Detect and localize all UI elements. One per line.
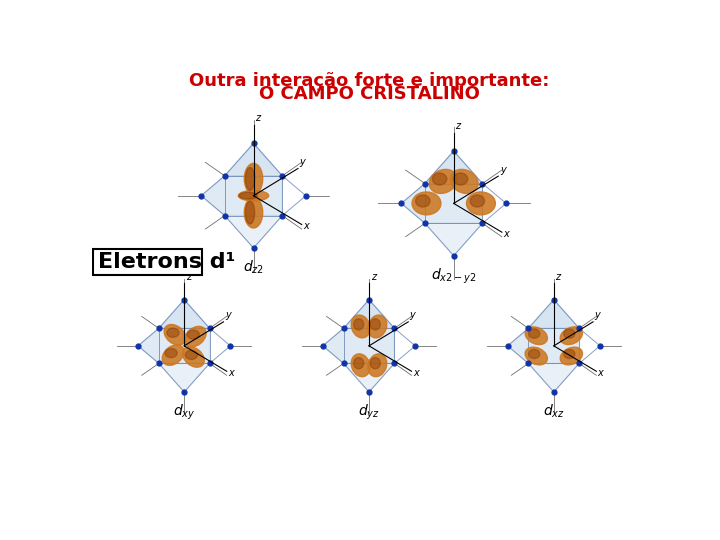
Polygon shape xyxy=(401,184,482,224)
Text: z: z xyxy=(255,113,260,124)
Text: $d_{x2-y2}$: $d_{x2-y2}$ xyxy=(431,267,477,286)
Text: $d_{yz}$: $d_{yz}$ xyxy=(358,403,380,422)
Polygon shape xyxy=(201,176,282,215)
Ellipse shape xyxy=(454,173,468,185)
Ellipse shape xyxy=(528,349,540,359)
Text: z: z xyxy=(555,272,560,282)
FancyBboxPatch shape xyxy=(93,249,202,275)
Ellipse shape xyxy=(184,326,206,347)
Text: x: x xyxy=(228,368,234,377)
Text: Outra interação forte e importante:: Outra interação forte e importante: xyxy=(189,72,549,91)
Ellipse shape xyxy=(239,192,258,199)
Ellipse shape xyxy=(354,357,364,369)
Polygon shape xyxy=(343,363,395,392)
Text: $d_{xz}$: $d_{xz}$ xyxy=(543,403,564,420)
Ellipse shape xyxy=(238,191,269,201)
Polygon shape xyxy=(159,300,210,328)
Ellipse shape xyxy=(183,347,204,367)
Ellipse shape xyxy=(429,170,457,193)
Ellipse shape xyxy=(470,195,485,207)
Ellipse shape xyxy=(368,354,387,377)
Text: y: y xyxy=(410,310,415,320)
Polygon shape xyxy=(159,363,210,392)
Ellipse shape xyxy=(525,327,547,345)
Ellipse shape xyxy=(246,201,255,224)
Text: y: y xyxy=(300,157,305,167)
Ellipse shape xyxy=(162,345,184,366)
Ellipse shape xyxy=(351,354,370,377)
Ellipse shape xyxy=(370,319,380,330)
Polygon shape xyxy=(425,224,482,256)
Polygon shape xyxy=(508,328,579,363)
Ellipse shape xyxy=(246,167,255,190)
Polygon shape xyxy=(323,328,395,363)
Text: z: z xyxy=(186,272,191,282)
Ellipse shape xyxy=(564,329,575,338)
Text: y: y xyxy=(500,165,505,174)
Ellipse shape xyxy=(528,329,540,338)
Polygon shape xyxy=(225,215,282,248)
Polygon shape xyxy=(343,300,395,328)
Ellipse shape xyxy=(244,197,263,228)
Text: O CAMPO CRISTALINO: O CAMPO CRISTALINO xyxy=(258,85,480,103)
Ellipse shape xyxy=(187,330,199,339)
Ellipse shape xyxy=(368,315,387,338)
Ellipse shape xyxy=(412,192,441,215)
Ellipse shape xyxy=(164,325,186,345)
Ellipse shape xyxy=(433,173,447,185)
Ellipse shape xyxy=(185,350,197,360)
Text: Eletrons d¹: Eletrons d¹ xyxy=(98,252,235,272)
Text: x: x xyxy=(413,368,418,377)
Ellipse shape xyxy=(450,170,478,193)
Ellipse shape xyxy=(370,357,380,369)
Ellipse shape xyxy=(244,164,263,194)
Polygon shape xyxy=(528,300,579,328)
Ellipse shape xyxy=(560,327,582,345)
Text: z: z xyxy=(455,121,460,131)
Text: y: y xyxy=(595,310,600,320)
Ellipse shape xyxy=(560,347,582,365)
Text: x: x xyxy=(598,368,603,377)
Text: z: z xyxy=(371,272,376,282)
Text: $d_{z2}$: $d_{z2}$ xyxy=(243,259,264,276)
Ellipse shape xyxy=(167,328,179,338)
Polygon shape xyxy=(225,143,282,176)
Ellipse shape xyxy=(564,349,575,359)
Text: x: x xyxy=(303,221,309,231)
Ellipse shape xyxy=(165,348,177,357)
Text: y: y xyxy=(225,310,230,320)
Ellipse shape xyxy=(351,315,370,338)
Polygon shape xyxy=(138,328,210,363)
Ellipse shape xyxy=(415,195,430,207)
Polygon shape xyxy=(425,151,482,184)
Text: x: x xyxy=(503,229,509,239)
Ellipse shape xyxy=(525,347,547,365)
Ellipse shape xyxy=(467,192,495,215)
Ellipse shape xyxy=(354,319,364,330)
Polygon shape xyxy=(528,363,579,392)
Text: $d_{xy}$: $d_{xy}$ xyxy=(173,403,195,422)
